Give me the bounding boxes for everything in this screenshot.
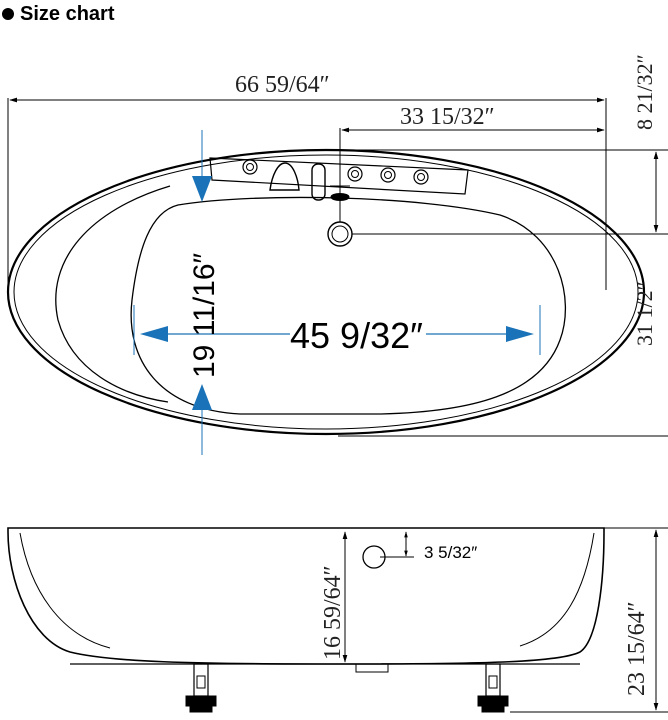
side-width-top-label: 8 21/32″ [632,54,657,130]
tub-outer-rim [6,148,646,436]
inner-width-label: 19 11/16″ [188,252,221,378]
tub-headrest-curve [55,185,171,403]
tub-side-inner-right [519,532,595,647]
foot-left [185,663,217,713]
overall-height-label: 23 15/64″ [624,601,650,696]
side-view [7,527,605,713]
inner-length-label: 45 9/32″ [290,315,423,356]
page-title: Size chart [20,2,115,25]
half-length-label: 33 15/32″ [400,104,495,130]
tub-side-inner-left [19,532,111,649]
depth-label: 16 59/64″ [320,565,346,660]
foot-right [477,663,509,713]
inner-dimensions [133,130,541,455]
top-dimensions [7,97,668,437]
faucet-deck [209,157,469,195]
spout-icon [269,162,300,191]
side-dimensions [342,527,668,713]
title-row: Size chart [0,0,114,28]
top-view [6,148,646,436]
handle-icon [311,163,326,201]
tub-inner-basin [130,196,567,415]
tub-outer-rim-inner [13,154,639,430]
bullet-icon [2,8,14,20]
side-width-total-label: 31 1/2″ [632,281,657,346]
drain-offset-label: 3 5/32″ [424,543,477,562]
overall-length-label: 66 59/64″ [235,72,330,98]
